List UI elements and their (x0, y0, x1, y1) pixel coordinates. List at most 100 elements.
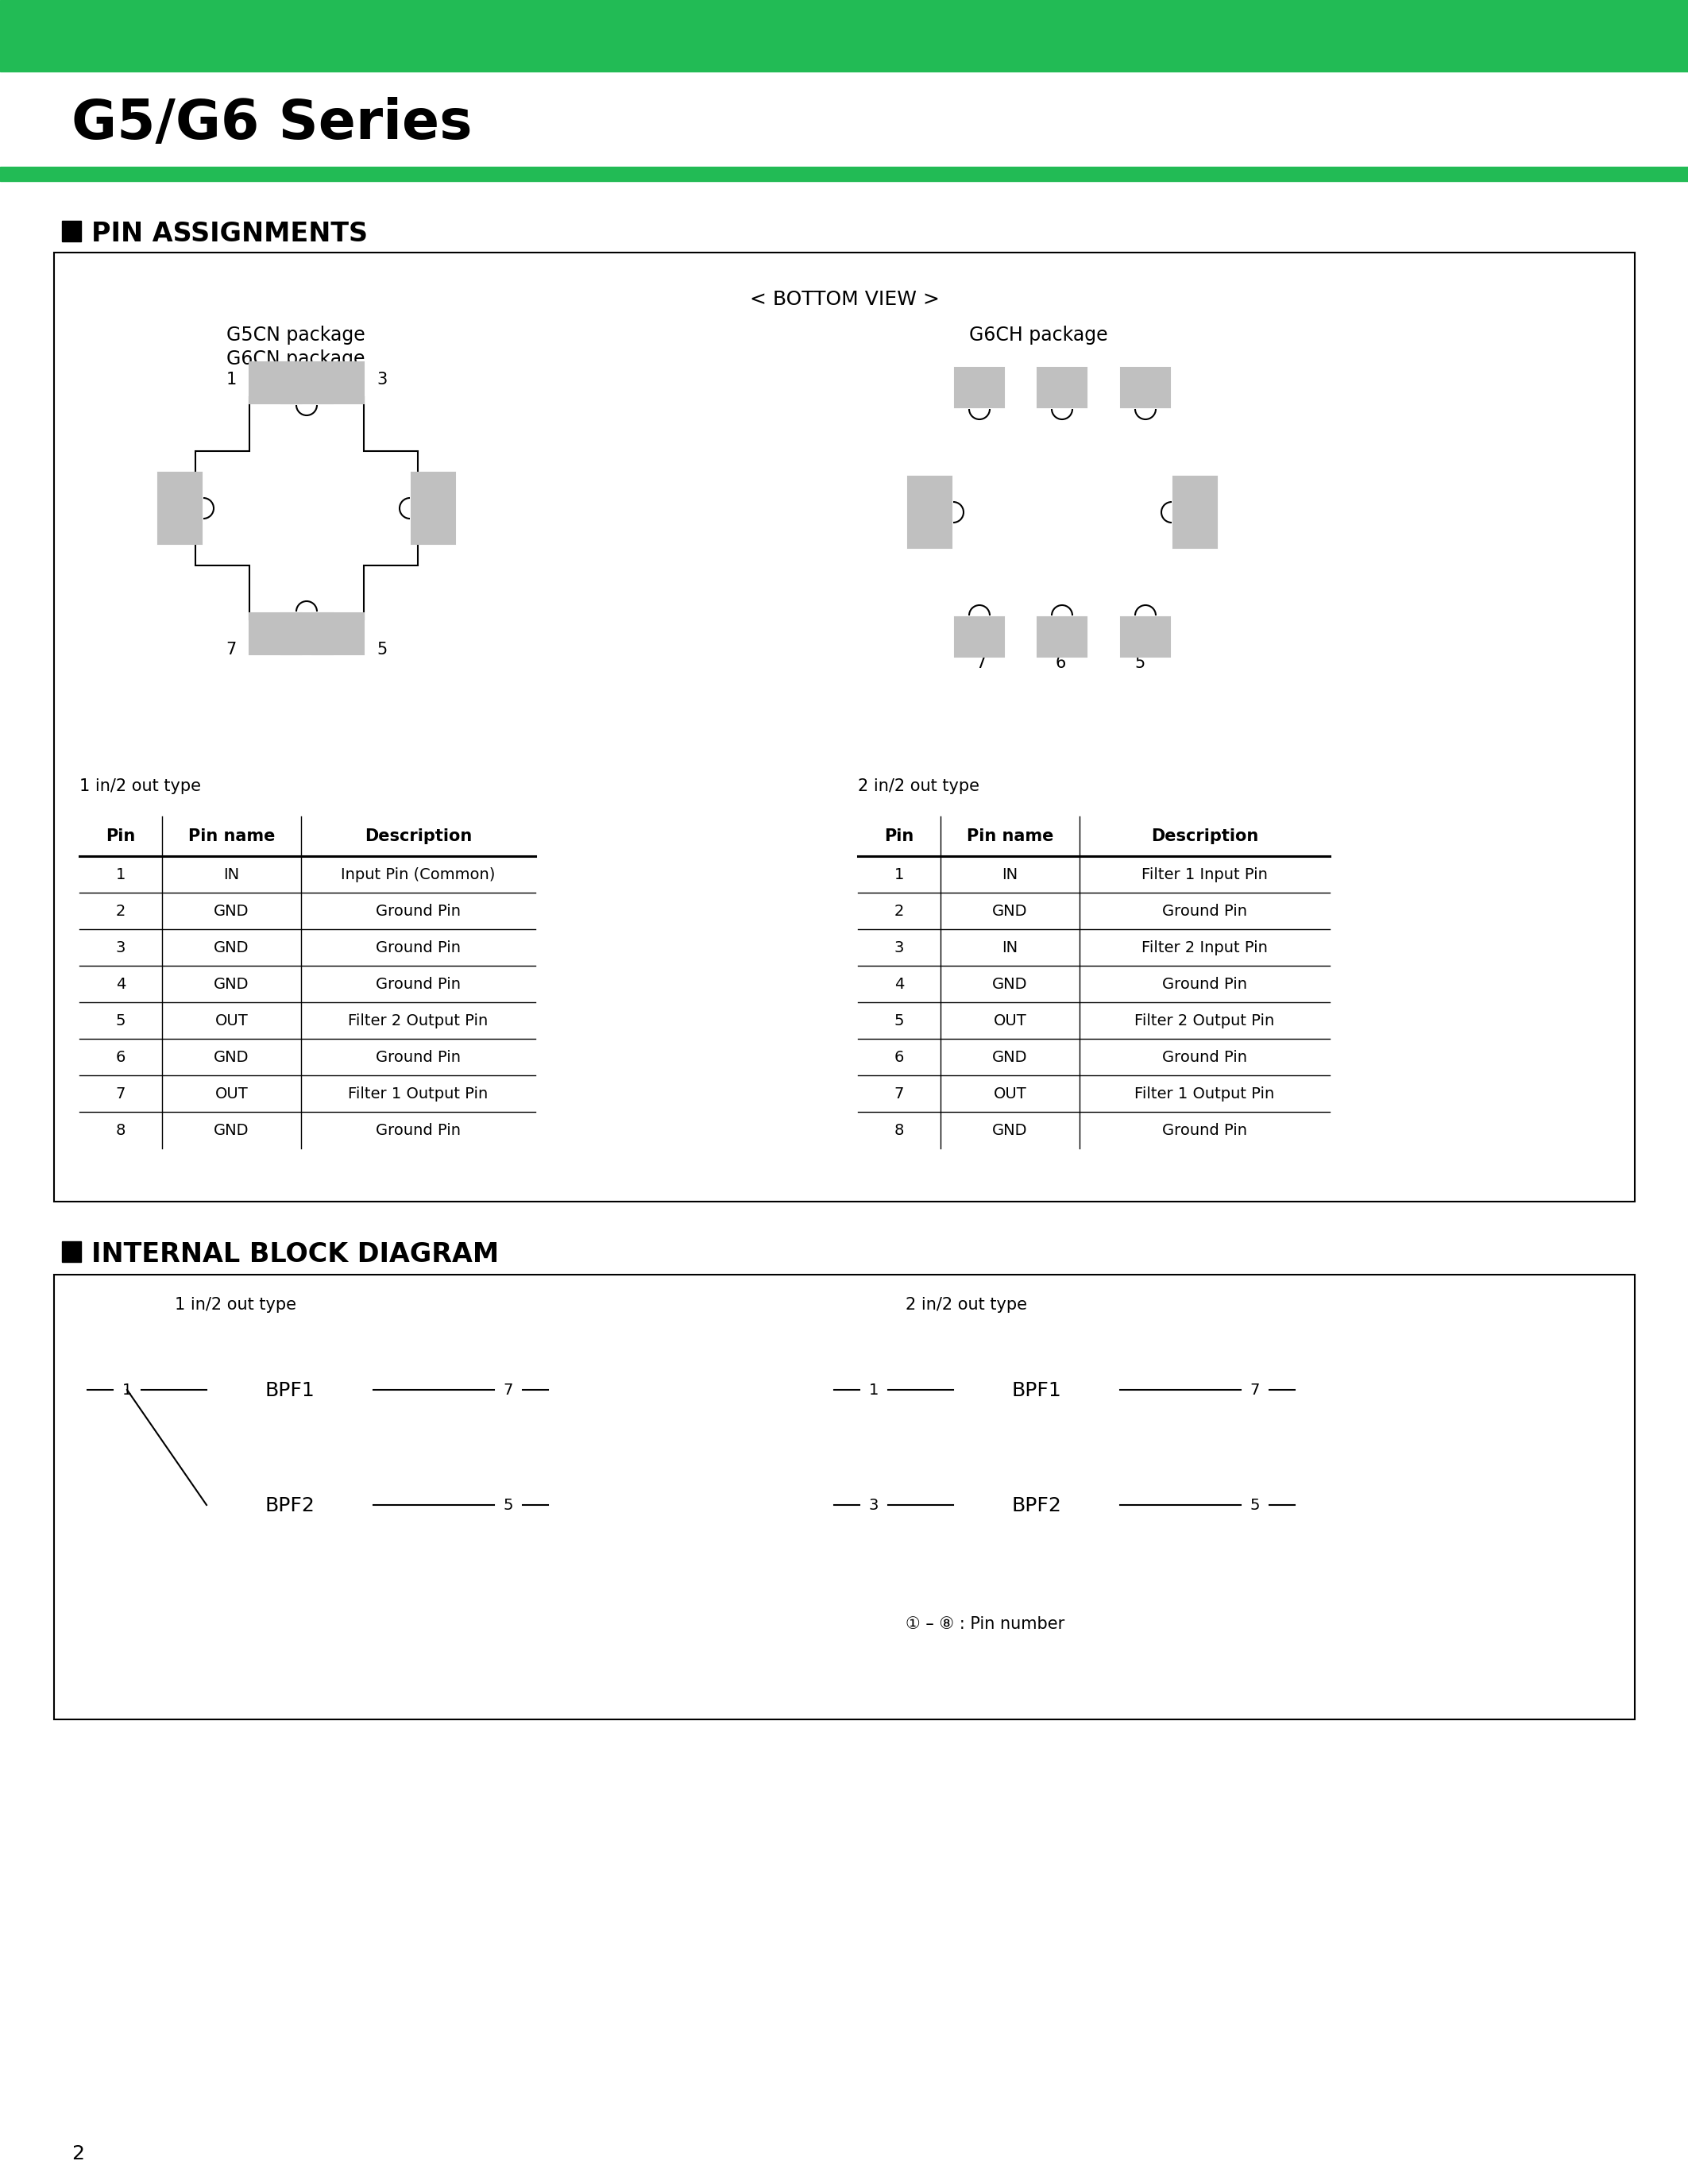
Text: 6: 6 (116, 1051, 125, 1064)
Text: < BOTTOM VIEW >: < BOTTOM VIEW > (749, 290, 939, 308)
Bar (954, 1476, 1121, 1535)
Text: Ground Pin: Ground Pin (1161, 1051, 1247, 1064)
Bar (54, 1275, 1634, 1719)
Bar (143, 1337, 493, 1583)
Text: Input Pin (Common): Input Pin (Common) (341, 867, 496, 882)
Text: 6: 6 (895, 1051, 905, 1064)
Text: 1 in/2 out type: 1 in/2 out type (176, 1297, 297, 1313)
Text: 2: 2 (116, 904, 125, 919)
Bar (955, 367, 1004, 408)
Bar (312, 363, 365, 404)
Text: G6CH package: G6CH package (969, 325, 1107, 345)
Bar (1173, 476, 1217, 548)
Text: GND: GND (993, 976, 1028, 992)
Text: 8: 8 (918, 507, 930, 522)
Circle shape (859, 1492, 888, 1520)
Text: 5: 5 (1251, 1498, 1259, 1514)
Bar (54, 253, 1634, 1201)
Text: 4: 4 (116, 976, 125, 992)
Text: GND: GND (214, 976, 250, 992)
Text: GND: GND (214, 1051, 250, 1064)
Text: 6: 6 (300, 642, 312, 657)
Circle shape (1241, 1492, 1269, 1520)
Text: ① – ⑧ : Pin number: ① – ⑧ : Pin number (905, 1616, 1065, 1631)
Text: Pin name: Pin name (187, 828, 275, 845)
Text: 8: 8 (170, 507, 181, 522)
Bar (954, 1361, 1121, 1420)
Bar (858, 817, 1330, 1149)
Text: INTERNAL BLOCK DIAGRAM: INTERNAL BLOCK DIAGRAM (91, 1241, 500, 1267)
Text: Filter 1 Output Pin: Filter 1 Output Pin (348, 1085, 488, 1101)
Text: GND: GND (214, 939, 250, 954)
Text: 2: 2 (895, 904, 905, 919)
Text: IN: IN (1003, 939, 1018, 954)
Text: OUT: OUT (214, 1013, 248, 1029)
Bar (312, 614, 365, 655)
Text: Pin name: Pin name (967, 828, 1053, 845)
Bar (1121, 367, 1170, 408)
Text: 4: 4 (1200, 507, 1210, 522)
Bar (62, 1241, 81, 1262)
Bar (412, 472, 456, 544)
Bar (206, 1476, 373, 1535)
Bar (206, 1361, 373, 1420)
Bar (955, 618, 1004, 657)
Text: 3: 3 (1134, 373, 1144, 389)
Text: 5: 5 (503, 1498, 513, 1514)
Text: 3: 3 (116, 939, 125, 954)
Text: PIN ASSIGNMENTS: PIN ASSIGNMENTS (91, 221, 368, 247)
Text: 2: 2 (71, 2145, 84, 2164)
Text: 7: 7 (976, 655, 986, 670)
Text: 5: 5 (895, 1013, 905, 1029)
Text: Ground Pin: Ground Pin (376, 939, 461, 954)
Text: IN: IN (1003, 867, 1018, 882)
Text: 1: 1 (226, 371, 236, 387)
Circle shape (495, 1492, 523, 1520)
Text: Pin: Pin (885, 828, 913, 845)
Text: GND: GND (214, 904, 250, 919)
Text: 3: 3 (376, 371, 387, 387)
Text: Description: Description (1151, 828, 1258, 845)
Text: Ground Pin: Ground Pin (1161, 904, 1247, 919)
Text: Filter 2 Output Pin: Filter 2 Output Pin (1134, 1013, 1274, 1029)
Text: 3: 3 (895, 939, 905, 954)
Text: 1: 1 (895, 867, 905, 882)
Text: GND: GND (214, 1123, 250, 1138)
Text: GND: GND (993, 904, 1028, 919)
Bar (250, 614, 300, 655)
Text: 4: 4 (439, 507, 449, 522)
Text: Ground Pin: Ground Pin (376, 1123, 461, 1138)
Text: 2 in/2 out type: 2 in/2 out type (858, 778, 979, 795)
Text: Filter 2 Output Pin: Filter 2 Output Pin (348, 1013, 488, 1029)
Text: 5: 5 (376, 642, 387, 657)
Circle shape (859, 1376, 888, 1404)
Text: 1 in/2 out type: 1 in/2 out type (79, 778, 201, 795)
Text: Ground Pin: Ground Pin (1161, 1123, 1247, 1138)
Text: BPF2: BPF2 (1011, 1496, 1062, 1516)
Text: 1: 1 (116, 867, 125, 882)
Text: Filter 1 Output Pin: Filter 1 Output Pin (1134, 1085, 1274, 1101)
Text: 2: 2 (1055, 373, 1065, 389)
Text: 2 in/2 out type: 2 in/2 out type (905, 1297, 1026, 1313)
Text: 7: 7 (895, 1085, 905, 1101)
Text: BPF2: BPF2 (265, 1496, 316, 1516)
Bar (79, 817, 535, 1149)
Text: Filter 2 Input Pin: Filter 2 Input Pin (1141, 939, 1268, 954)
Circle shape (113, 1376, 142, 1404)
Text: 7: 7 (503, 1382, 513, 1398)
Text: 7: 7 (226, 642, 236, 657)
Text: 6: 6 (1055, 655, 1065, 670)
Bar (0, 0, 1688, 72)
Bar (1038, 367, 1087, 408)
Text: GND: GND (993, 1123, 1028, 1138)
Text: 4: 4 (895, 976, 905, 992)
Text: Filter 1 Input Pin: Filter 1 Input Pin (1141, 867, 1268, 882)
Bar (1038, 618, 1087, 657)
Text: 1: 1 (869, 1382, 879, 1398)
Text: 8: 8 (116, 1123, 125, 1138)
Bar (282, 363, 333, 404)
Text: 1: 1 (122, 1382, 132, 1398)
Text: G5CN package: G5CN package (226, 325, 365, 345)
Text: OUT: OUT (994, 1013, 1026, 1029)
Text: Description: Description (365, 828, 473, 845)
